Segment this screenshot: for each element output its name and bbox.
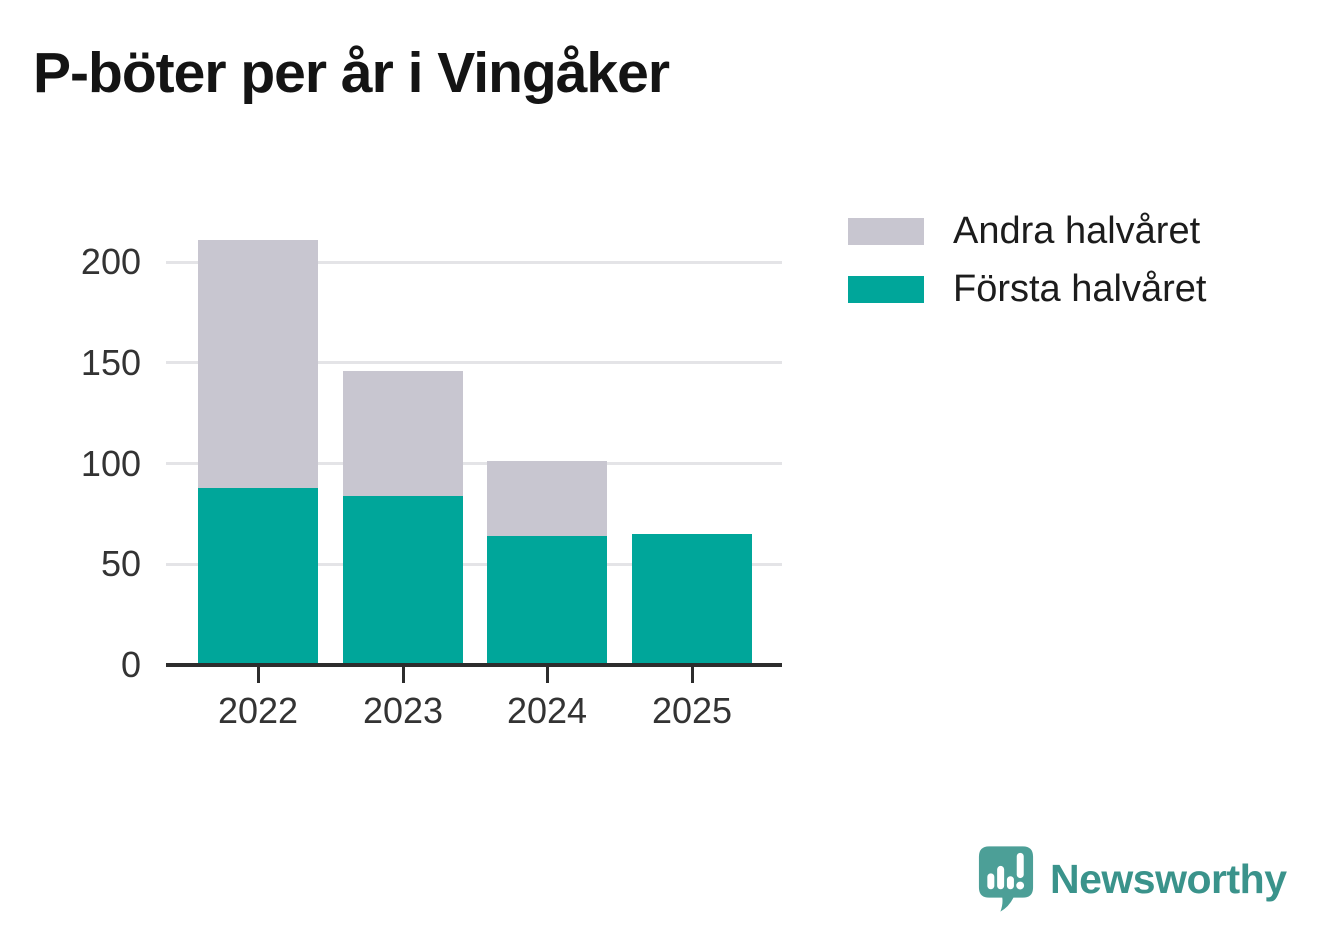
legend-swatch-forsta-halvaret: [848, 276, 924, 303]
gridline: [166, 562, 782, 566]
newsworthy-logo-icon: [978, 846, 1034, 912]
newsworthy-branding: Newsworthy: [978, 843, 1287, 915]
gridline: [166, 260, 782, 264]
y-axis-tick-label: 0: [120, 644, 141, 685]
legend-item-andra-halvaret: Andra halvåret: [848, 210, 1206, 252]
legend-label: Andra halvåret: [953, 210, 1201, 252]
bar-segment-forsta-halvaret: [343, 495, 463, 665]
bar-segment-andra-halvaret: [343, 370, 463, 496]
gridline: [166, 361, 782, 365]
gridline: [166, 462, 782, 465]
newsworthy-logo-text: Newsworthy: [1050, 855, 1287, 902]
x-axis-tick-label: 2024: [506, 690, 588, 731]
y-axis-tick-label: 150: [80, 341, 141, 383]
x-axis-line: [166, 663, 782, 667]
x-axis-tick: [256, 667, 260, 683]
bar-segment-forsta-halvaret: [487, 536, 607, 665]
chart-title: P-böter per år i Vingåker: [33, 41, 670, 105]
legend-label: Första halvåret: [953, 268, 1207, 310]
bar-segment-forsta-halvaret: [198, 487, 318, 665]
bar-segment-forsta-halvaret: [632, 534, 752, 665]
x-axis-tick-label: 2023: [362, 690, 444, 731]
x-axis-tick: [690, 667, 694, 683]
y-axis-tick-label: 50: [100, 543, 141, 585]
x-axis-tick-label: 2025: [651, 690, 733, 731]
bar-segment-andra-halvaret: [487, 461, 607, 537]
x-axis-tick: [401, 667, 405, 683]
x-axis-tick-label: 2022: [217, 690, 299, 731]
legend: Andra halvåret Första halvåret: [848, 210, 1206, 334]
legend-swatch-andra-halvaret: [848, 218, 924, 245]
bar-segment-andra-halvaret: [198, 239, 318, 488]
y-axis-tick-label: 100: [80, 442, 141, 484]
legend-item-forsta-halvaret: Första halvåret: [848, 268, 1206, 310]
x-axis-tick: [545, 667, 549, 683]
y-axis-tick-label: 200: [80, 241, 141, 282]
